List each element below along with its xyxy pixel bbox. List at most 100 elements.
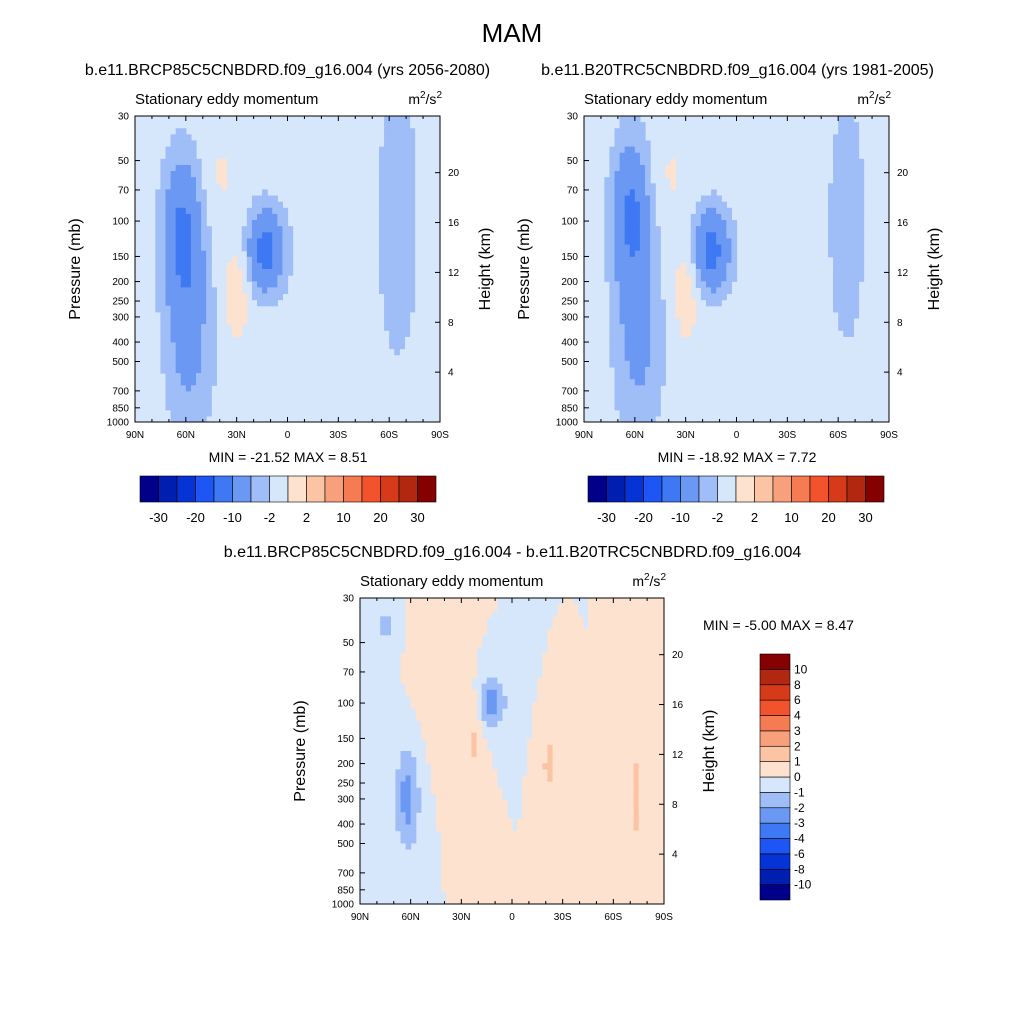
field-cell	[562, 824, 569, 832]
field-cell	[389, 256, 395, 264]
field-cell	[400, 787, 407, 795]
field-cell	[379, 158, 385, 166]
field-cell	[196, 391, 202, 399]
field-cell	[241, 311, 248, 319]
field-cell	[619, 244, 626, 252]
field-cell	[853, 311, 860, 319]
field-cell	[201, 275, 207, 282]
field-cell	[624, 348, 631, 356]
field-cell	[660, 373, 666, 380]
field-cell	[175, 415, 182, 422]
field-cell	[410, 671, 417, 679]
field-cell	[557, 763, 564, 770]
field-cell	[231, 324, 238, 331]
field-cell	[843, 220, 849, 227]
y-tick-label: 150	[561, 252, 578, 263]
field-cell	[608, 604, 614, 611]
field-cell	[628, 653, 635, 660]
field-cell	[185, 244, 192, 252]
field-cell	[385, 622, 391, 630]
field-cell	[848, 220, 855, 227]
field-cell	[598, 720, 604, 728]
field-cell	[608, 781, 614, 789]
field-cell	[175, 317, 182, 325]
field-cell	[527, 824, 533, 832]
field-cell	[658, 799, 664, 807]
field-cell	[614, 317, 621, 325]
field-cell	[557, 879, 564, 887]
field-cell	[155, 256, 162, 264]
field-cell	[527, 879, 533, 887]
field-cell	[517, 891, 523, 899]
field-cell	[623, 598, 630, 605]
field-cell	[645, 232, 651, 239]
field-cell	[645, 336, 651, 344]
field-cell	[588, 616, 594, 624]
colorbar-swatch	[417, 475, 437, 503]
field-cell	[481, 824, 488, 832]
field-cell	[639, 397, 646, 405]
field-cell	[471, 806, 478, 813]
field-cell	[624, 256, 631, 264]
field-cell	[441, 677, 447, 685]
field-cell	[451, 781, 457, 789]
field-cell	[486, 604, 493, 611]
field-cell	[221, 171, 228, 178]
field-cell	[624, 158, 631, 166]
field-cell	[400, 659, 407, 666]
field-cell	[282, 256, 289, 264]
field-cell	[466, 836, 473, 844]
field-cell	[441, 818, 447, 826]
field-cell	[629, 244, 636, 252]
field-cell	[653, 653, 660, 660]
field-cell	[160, 324, 167, 331]
field-cell	[466, 744, 473, 752]
field-cell	[175, 403, 182, 411]
field-cell	[633, 830, 640, 838]
field-cell	[572, 891, 579, 899]
field-cell	[618, 897, 625, 904]
field-cell	[389, 146, 395, 154]
field-cell	[843, 140, 849, 148]
field-cell	[542, 848, 549, 856]
field-cell	[650, 342, 656, 350]
field-cell	[593, 689, 599, 697]
field-cell	[833, 158, 839, 166]
colorbar-swatch	[661, 475, 681, 503]
field-cell	[160, 201, 167, 209]
field-cell	[638, 738, 645, 746]
field-cell	[598, 640, 604, 648]
field-cell	[282, 244, 289, 252]
colorbar-label: -10	[223, 510, 242, 525]
colorbar-label: -3	[794, 816, 805, 830]
field-cell	[436, 695, 442, 703]
field-cell	[451, 793, 457, 801]
field-cell	[572, 848, 579, 856]
field-cell	[613, 873, 619, 881]
field-cell	[609, 220, 616, 227]
field-cell	[603, 598, 609, 605]
field-cell	[634, 250, 641, 258]
field-cell	[614, 336, 621, 344]
field-cell	[588, 757, 594, 764]
field-cell	[201, 409, 207, 417]
field-cell	[384, 128, 390, 135]
field-cell	[608, 732, 614, 740]
field-cell	[572, 610, 579, 617]
field-cell	[180, 232, 187, 239]
field-cell	[582, 671, 589, 679]
field-cell	[395, 799, 402, 807]
field-cell	[588, 885, 594, 893]
field-cell	[471, 812, 478, 819]
field-cell	[634, 213, 641, 221]
field-cell	[170, 385, 177, 392]
x-tick-label: 60S	[604, 912, 622, 923]
field-cell	[598, 799, 604, 807]
field-cell	[399, 152, 406, 160]
field-cell	[466, 799, 473, 807]
field-cell	[201, 238, 207, 246]
field-cell	[557, 653, 564, 660]
field-cell	[655, 348, 661, 356]
field-cell	[655, 379, 661, 386]
field-cell	[726, 226, 733, 233]
